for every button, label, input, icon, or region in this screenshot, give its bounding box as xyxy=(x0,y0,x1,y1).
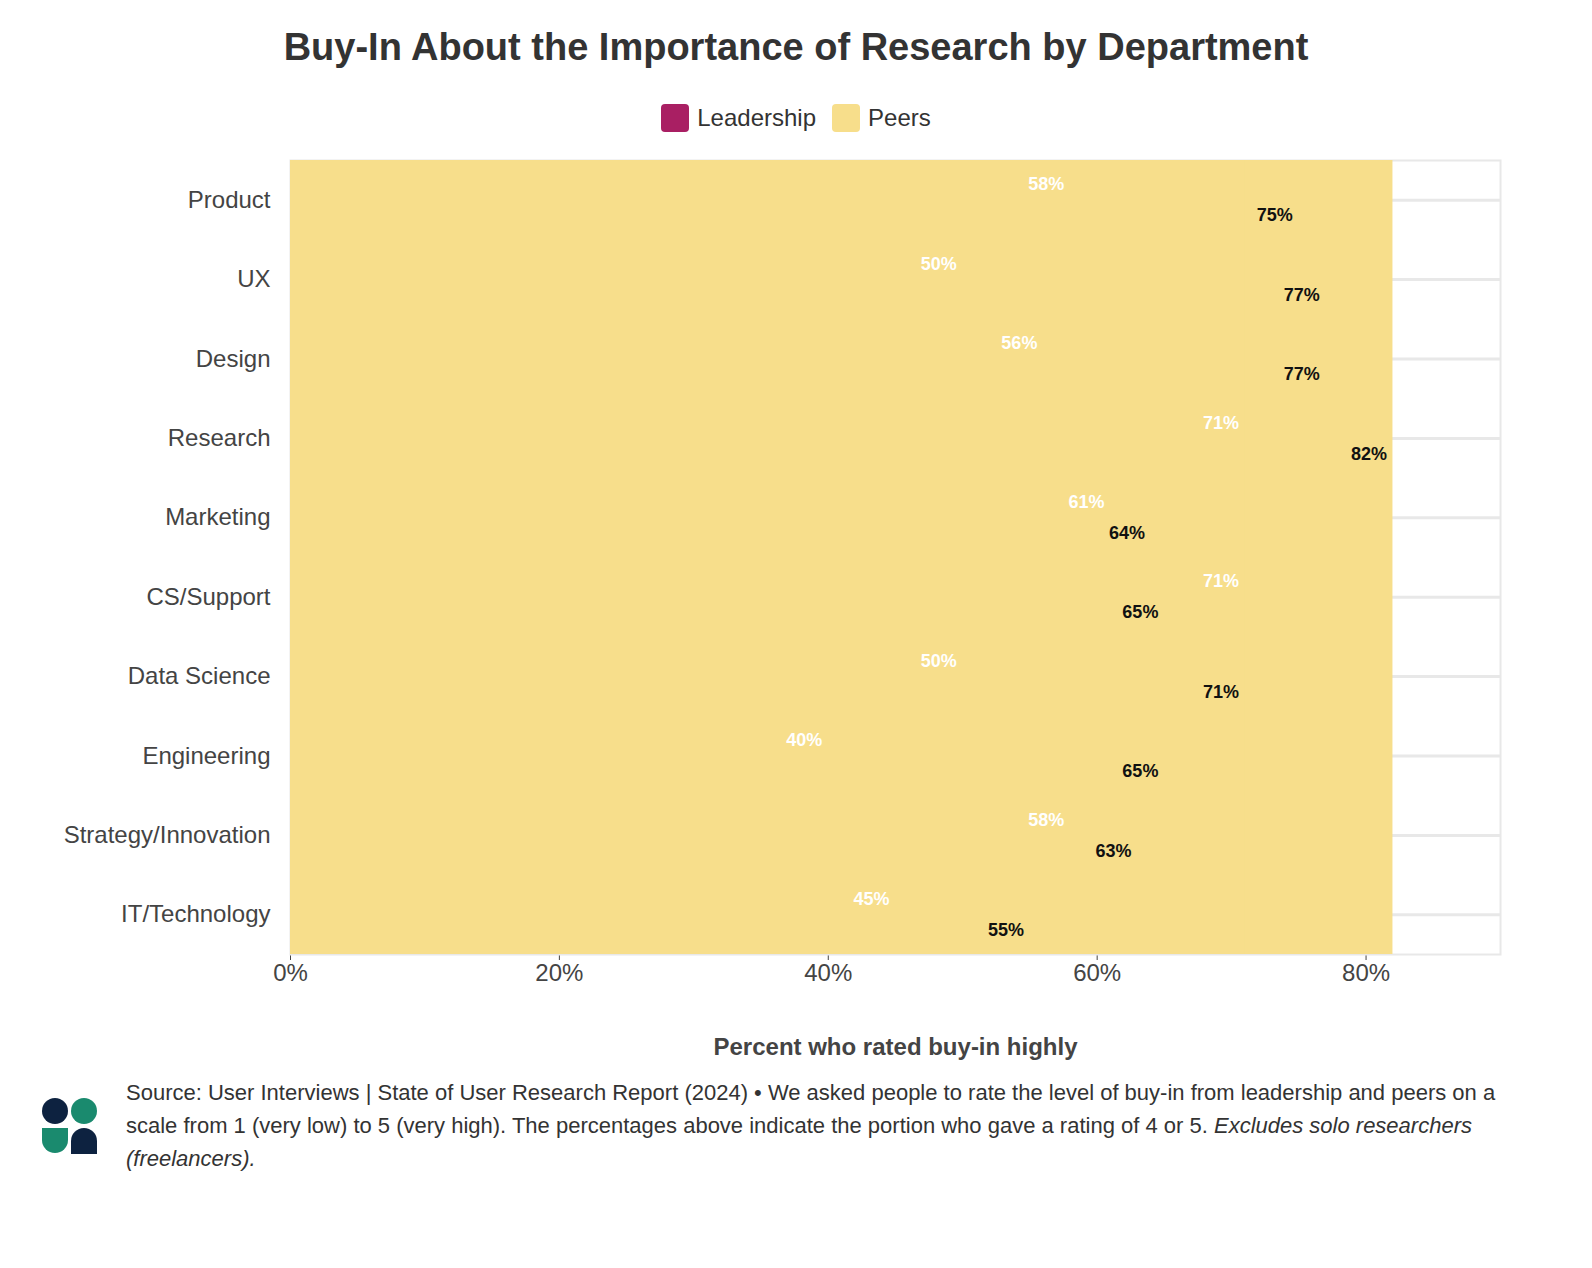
svg-text:Data Science: Data Science xyxy=(128,662,271,689)
html-text:Buy-In About the Importance of: Buy-In About the Importance of Research … xyxy=(283,26,1309,68)
svg-text:71%: 71% xyxy=(1203,413,1239,433)
svg-text:82%: 82% xyxy=(1351,444,1387,464)
svg-text:UX: UX xyxy=(237,265,270,292)
svg-text:IT/Technology: IT/Technology xyxy=(121,900,270,927)
svg-text:0%: 0% xyxy=(273,959,308,986)
svg-text:55%: 55% xyxy=(988,920,1024,940)
svg-text:75%: 75% xyxy=(1257,205,1293,225)
svg-text:Research: Research xyxy=(168,424,271,451)
svg-text:65%: 65% xyxy=(1122,602,1158,622)
svg-text:71%: 71% xyxy=(1203,571,1239,591)
svg-text:40%: 40% xyxy=(804,959,852,986)
svg-text:CS/Support: CS/Support xyxy=(146,583,270,610)
svg-text:58%: 58% xyxy=(1028,174,1064,194)
svg-text:64%: 64% xyxy=(1109,523,1145,543)
svg-text:Percent who rated buy-in highl: Percent who rated buy-in highly xyxy=(713,1033,1078,1060)
svg-text:50%: 50% xyxy=(921,651,957,671)
svg-text:61%: 61% xyxy=(1069,492,1105,512)
svg-text:63%: 63% xyxy=(1095,841,1131,861)
html-text:Peers: Peers xyxy=(868,104,931,131)
svg-text:50%: 50% xyxy=(921,254,957,274)
svg-text:65%: 65% xyxy=(1122,761,1158,781)
svg-text:Marketing: Marketing xyxy=(165,503,270,530)
html-text:Source: User Interviews | Stat: Source: User Interviews | State of User … xyxy=(126,1080,1496,1171)
svg-text:45%: 45% xyxy=(853,889,889,909)
html-text:Leadership: Leadership xyxy=(697,104,816,131)
svg-text:Product: Product xyxy=(188,186,271,213)
svg-text:20%: 20% xyxy=(535,959,583,986)
svg-text:Design: Design xyxy=(196,345,271,372)
svg-text:56%: 56% xyxy=(1001,333,1037,353)
svg-text:40%: 40% xyxy=(786,730,822,750)
svg-text:Strategy/Innovation: Strategy/Innovation xyxy=(64,821,271,848)
svg-text:58%: 58% xyxy=(1028,810,1064,830)
svg-text:71%: 71% xyxy=(1203,682,1239,702)
svg-text:60%: 60% xyxy=(1073,959,1121,986)
svg-text:77%: 77% xyxy=(1284,364,1320,384)
svg-text:80%: 80% xyxy=(1342,959,1390,986)
svg-text:77%: 77% xyxy=(1284,285,1320,305)
svg-text:Engineering: Engineering xyxy=(142,742,270,769)
